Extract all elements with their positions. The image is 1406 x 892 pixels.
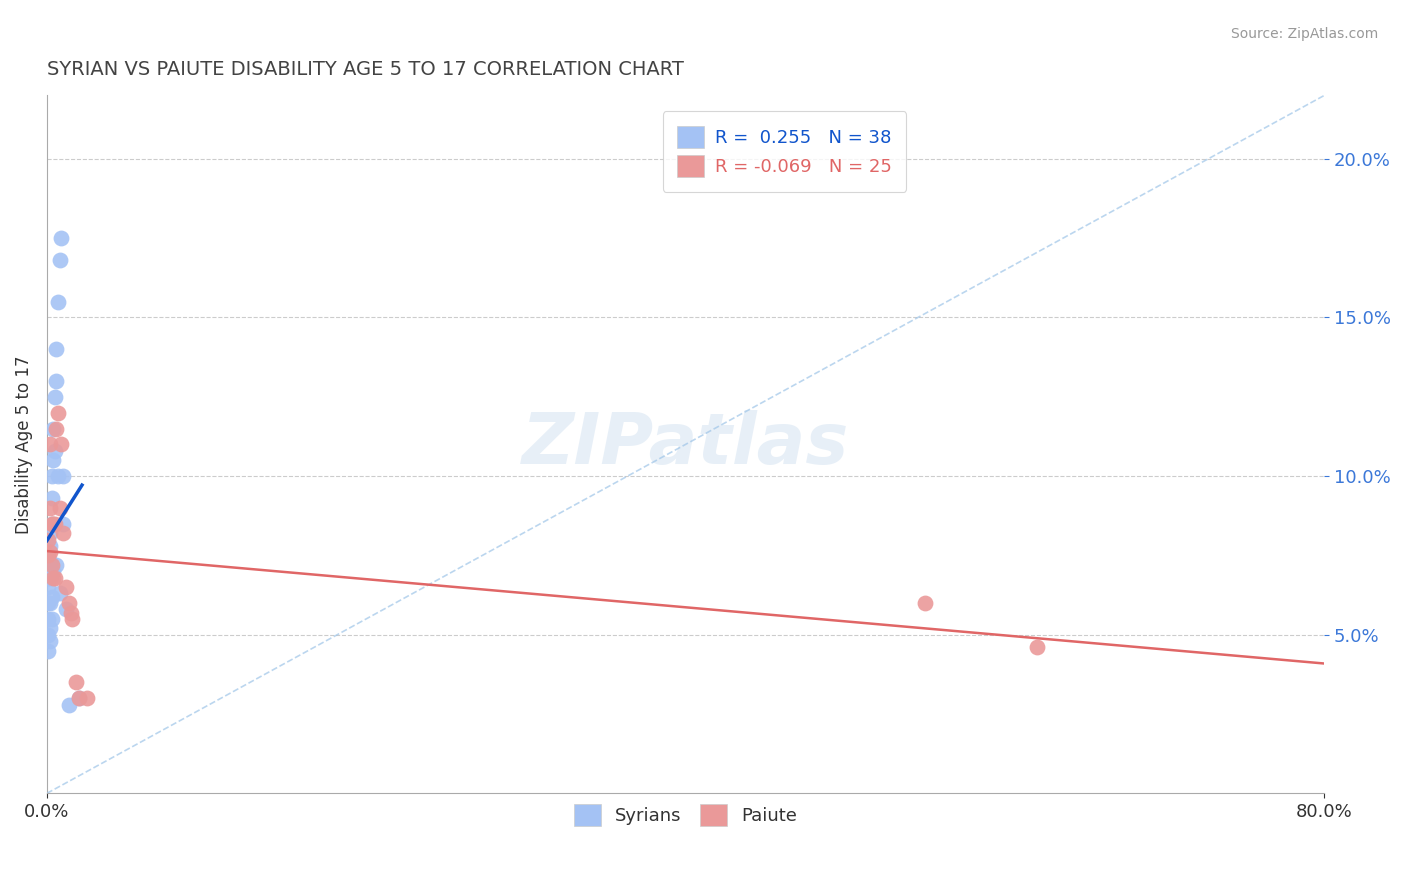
Point	[52, 516, 75, 531]
Point	[42, 453, 65, 467]
Point	[52, 469, 75, 483]
Point	[39, 539, 62, 553]
Point	[42, 571, 65, 585]
Point	[41, 516, 63, 531]
Point	[48, 586, 70, 600]
Legend: Syrians, Paiute: Syrians, Paiute	[567, 797, 804, 833]
Point	[67, 691, 90, 706]
Point	[45, 343, 67, 357]
Point	[39, 437, 62, 451]
Point	[41, 491, 63, 506]
Point	[62, 612, 84, 626]
Point	[52, 526, 75, 541]
Point	[51, 437, 73, 451]
Point	[914, 596, 936, 610]
Y-axis label: Disability Age 5 to 17: Disability Age 5 to 17	[15, 355, 32, 533]
Text: SYRIAN VS PAIUTE DISABILITY AGE 5 TO 17 CORRELATION CHART: SYRIAN VS PAIUTE DISABILITY AGE 5 TO 17 …	[46, 60, 683, 78]
Point	[46, 469, 69, 483]
Point	[37, 628, 59, 642]
Point	[59, 606, 82, 620]
Point	[48, 500, 70, 515]
Point	[55, 580, 77, 594]
Point	[58, 698, 80, 712]
Point	[41, 612, 63, 626]
Point	[39, 526, 62, 541]
Point	[1025, 640, 1047, 655]
Point	[46, 294, 69, 309]
Point	[65, 675, 87, 690]
Point	[45, 558, 67, 572]
Point	[39, 596, 62, 610]
Point	[41, 516, 63, 531]
Point	[37, 612, 59, 626]
Point	[39, 571, 62, 585]
Point	[39, 500, 62, 515]
Point	[39, 621, 62, 635]
Point	[58, 596, 80, 610]
Point	[42, 564, 65, 578]
Point	[76, 691, 98, 706]
Point	[37, 580, 59, 594]
Point	[37, 549, 59, 563]
Point	[39, 634, 62, 648]
Text: ZIPatlas: ZIPatlas	[522, 410, 849, 479]
Point	[55, 602, 77, 616]
Point	[37, 533, 59, 547]
Point	[37, 561, 59, 575]
Point	[67, 691, 90, 706]
Point	[39, 555, 62, 569]
Point	[37, 596, 59, 610]
Point	[42, 421, 65, 435]
Point	[46, 406, 69, 420]
Point	[37, 549, 59, 563]
Point	[44, 516, 66, 531]
Point	[44, 443, 66, 458]
Point	[39, 545, 62, 559]
Point	[44, 571, 66, 585]
Point	[41, 558, 63, 572]
Point	[41, 469, 63, 483]
Point	[48, 253, 70, 268]
Point	[45, 421, 67, 435]
Point	[42, 516, 65, 531]
Point	[51, 231, 73, 245]
Point	[37, 643, 59, 657]
Point	[41, 590, 63, 604]
Point	[44, 390, 66, 404]
Point	[37, 571, 59, 585]
Text: Source: ZipAtlas.com: Source: ZipAtlas.com	[1230, 27, 1378, 41]
Point	[45, 374, 67, 388]
